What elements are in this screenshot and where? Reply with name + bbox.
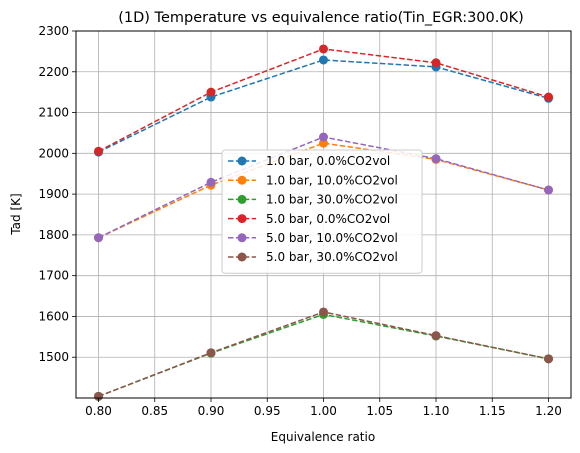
series-4 [94, 44, 553, 156]
data-point [206, 348, 216, 358]
legend-marker [237, 194, 247, 204]
x-tick-label: 1.15 [479, 404, 506, 418]
y-tick-label: 1600 [38, 309, 69, 323]
data-point [94, 146, 103, 156]
data-point [319, 307, 328, 317]
y-axis-label: Tad [K] [9, 193, 23, 235]
series-5 [94, 132, 553, 243]
data-point [206, 177, 216, 187]
data-point [431, 58, 441, 68]
y-tick-label: 1700 [38, 269, 69, 283]
y-axis: 1500 1600 1700 1800 1900 2000 2100 2200 2300 [38, 24, 76, 364]
legend-entry: 5.0 bar, 30.0%CO2vol [228, 250, 398, 264]
series-line [98, 59, 549, 153]
x-axis-label: Equivalence ratio [271, 430, 375, 444]
x-tick-label: 0.80 [85, 404, 112, 418]
y-tick-label: 2000 [38, 146, 69, 160]
data-point [319, 44, 328, 54]
legend-label: 1.0 bar, 10.0%CO2vol [266, 173, 398, 187]
legend-box [221, 149, 423, 274]
x-tick-label: 1.10 [423, 404, 450, 418]
data-point [319, 132, 328, 142]
series-layer [94, 44, 553, 401]
legend-marker [237, 233, 247, 243]
legend-label: 1.0 bar, 30.0%CO2vol [266, 193, 398, 207]
legend: 1.0 bar, 0.0%CO2vol 1.0 bar, 10.0%CO2vol 1… [221, 149, 423, 274]
legend-entry: 1.0 bar, 10.0%CO2vol [228, 173, 398, 187]
legend-marker [237, 252, 247, 262]
y-tick-label: 2100 [38, 106, 69, 120]
x-tick-label: 1.05 [366, 404, 393, 418]
legend-entry: 1.0 bar, 30.0%CO2vol [228, 193, 398, 207]
data-point [94, 233, 103, 243]
legend-marker [237, 156, 247, 166]
data-point [544, 92, 553, 102]
x-tick-label: 0.85 [141, 404, 168, 418]
x-tick-label: 1.00 [310, 404, 337, 418]
y-tick-label: 1500 [38, 350, 69, 364]
legend-label: 5.0 bar, 10.0%CO2vol [266, 231, 398, 245]
x-tick-label: 0.90 [198, 404, 225, 418]
legend-marker [237, 175, 247, 185]
chart-title: (1D) Temperature vs equivalence ratio(Ti… [118, 10, 524, 26]
data-point [206, 87, 216, 97]
legend-label: 1.0 bar, 0.0%CO2vol [266, 154, 390, 168]
data-point [431, 331, 441, 341]
x-axis: 0.80 0.85 0.90 0.95 1.00 1.05 1.10 1.15 1.20 [85, 398, 562, 418]
y-tick-label: 2200 [38, 65, 69, 79]
x-tick-label: 1.20 [535, 404, 562, 418]
legend-entry: 5.0 bar, 10.0%CO2vol [228, 231, 398, 245]
legend-marker [237, 214, 247, 224]
legend-label: 5.0 bar, 0.0%CO2vol [266, 212, 390, 226]
data-point [431, 154, 441, 164]
legend-entry: 1.0 bar, 0.0%CO2vol [228, 154, 390, 168]
series-6 [94, 307, 553, 401]
y-tick-label: 1900 [38, 187, 69, 201]
y-tick-label: 1800 [38, 228, 69, 242]
data-point [544, 185, 553, 195]
data-point [94, 391, 103, 401]
data-point [319, 55, 328, 65]
data-point [544, 354, 553, 364]
x-tick-label: 0.95 [254, 404, 281, 418]
legend-label: 5.0 bar, 30.0%CO2vol [266, 250, 398, 264]
legend-entry: 5.0 bar, 0.0%CO2vol [228, 212, 390, 226]
y-tick-label: 2300 [38, 24, 69, 38]
